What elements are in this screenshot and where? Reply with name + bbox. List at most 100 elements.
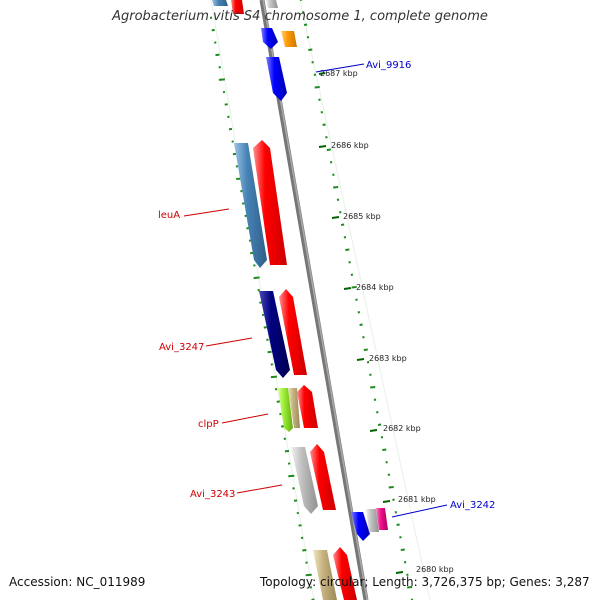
forward-strand-genes (231, 0, 357, 600)
label-leader-line (205, 337, 253, 347)
gene-feature[interactable] (253, 140, 287, 265)
gene-label-avi-9916[interactable]: Avi_9916 (366, 60, 411, 71)
track-dot (293, 499, 298, 502)
track-dot (224, 103, 228, 106)
track-dot (313, 73, 317, 76)
scale-tick-label: 2681 kbp (398, 495, 436, 504)
track-dot (392, 498, 395, 501)
track-dot (369, 373, 372, 376)
gene-feature[interactable] (333, 547, 357, 600)
track-dot (228, 127, 233, 131)
track-dot (332, 173, 335, 176)
track-dot (366, 361, 370, 364)
track-dot (305, 561, 308, 564)
gene-feature[interactable] (266, 0, 278, 8)
gene-label-avi-3247[interactable]: Avi_3247 (159, 342, 204, 353)
gene-feature[interactable] (288, 388, 300, 428)
track-dot (382, 448, 387, 451)
scale-tick-label: 2682 kbp (383, 424, 421, 433)
track-dot (318, 98, 321, 101)
gene-label-avi-3242[interactable]: Avi_3242 (450, 500, 495, 511)
scale-tick-label: 2684 kbp (356, 283, 394, 292)
gene-feature[interactable] (351, 512, 370, 541)
track-dot (300, 536, 304, 540)
track-dot (235, 165, 239, 168)
track-dot (231, 140, 234, 143)
track-dot (222, 90, 226, 94)
track-dot (314, 86, 320, 89)
gene-feature[interactable] (259, 291, 290, 378)
label-leader-line (221, 413, 269, 424)
gene-feature[interactable] (281, 31, 297, 47)
track-dot (400, 548, 405, 551)
track-dot (362, 336, 365, 339)
track-dot (302, 549, 307, 552)
track-dot (359, 323, 363, 326)
gene-feature[interactable] (310, 444, 336, 510)
track-dot (306, 36, 310, 39)
gene-feature[interactable] (291, 447, 318, 514)
track-dot (357, 311, 361, 314)
track-dot (253, 276, 260, 279)
gene-feature[interactable] (313, 550, 337, 600)
gene-feature[interactable] (231, 0, 244, 14)
gene-feature[interactable] (234, 143, 267, 268)
track-dot (279, 412, 282, 416)
track-dot (218, 66, 221, 69)
gene-feature[interactable] (279, 289, 307, 375)
track-dot (326, 148, 331, 151)
track-dot (363, 348, 368, 351)
track-dot (280, 425, 285, 428)
gene-feature[interactable] (376, 508, 388, 530)
track-dot (302, 11, 305, 14)
track-dot (244, 214, 247, 218)
track-dot (240, 189, 243, 193)
scale-tick-label: 2686 kbp (331, 141, 369, 150)
label-leader-line (183, 208, 230, 217)
track-dot (396, 523, 400, 526)
track-dot (270, 363, 274, 366)
gene-label-clpp[interactable]: clpP (198, 419, 219, 430)
gene-feature[interactable] (278, 388, 293, 432)
track-dot (345, 248, 350, 251)
track-dot (376, 411, 379, 414)
gene-feature[interactable] (266, 57, 287, 101)
track-dot (211, 28, 215, 32)
scale-tick-label: 2683 kbp (369, 354, 407, 363)
band-edge-right (299, 0, 431, 600)
track-dot (253, 264, 256, 267)
gene-labels: Avi_9916 leuA Avi_3247 clpP Avi_3243 Avi… (158, 60, 495, 518)
track-dot (288, 474, 295, 478)
track-dot (394, 511, 398, 514)
track-dot (339, 211, 342, 214)
map-title: Agrobacterium vitis S4 chromosome 1, com… (112, 9, 488, 24)
track-dot (261, 313, 265, 317)
track-dot (403, 561, 407, 564)
track-dot (336, 198, 340, 201)
gene-feature[interactable] (297, 385, 318, 428)
reverse-strand-genes (212, 0, 388, 600)
track-dot (407, 586, 413, 589)
track-dot (267, 350, 272, 354)
track-dot (309, 586, 313, 589)
track-dot (283, 437, 287, 440)
gene-feature[interactable] (366, 509, 379, 532)
track-dot (388, 486, 394, 489)
track-dot (333, 186, 339, 189)
track-dot (270, 375, 277, 379)
topology-text: Topology: circular; Length: 3,726,375 bp… (260, 575, 590, 589)
gene-feature[interactable] (212, 0, 228, 6)
label-leader-line (391, 504, 448, 518)
track-dot (298, 524, 302, 527)
track-dot (308, 48, 313, 51)
track-dot (303, 23, 308, 26)
gene-feature[interactable] (261, 28, 278, 49)
gene-label-leua[interactable]: leuA (158, 210, 180, 221)
track-dot (380, 436, 384, 439)
dotted-tracks (209, 0, 414, 600)
track-dot (266, 338, 269, 341)
track-dot (263, 326, 267, 329)
gene-label-avi-3243[interactable]: Avi_3243 (190, 489, 235, 500)
track-dot (284, 449, 290, 453)
track-dot (343, 236, 347, 239)
